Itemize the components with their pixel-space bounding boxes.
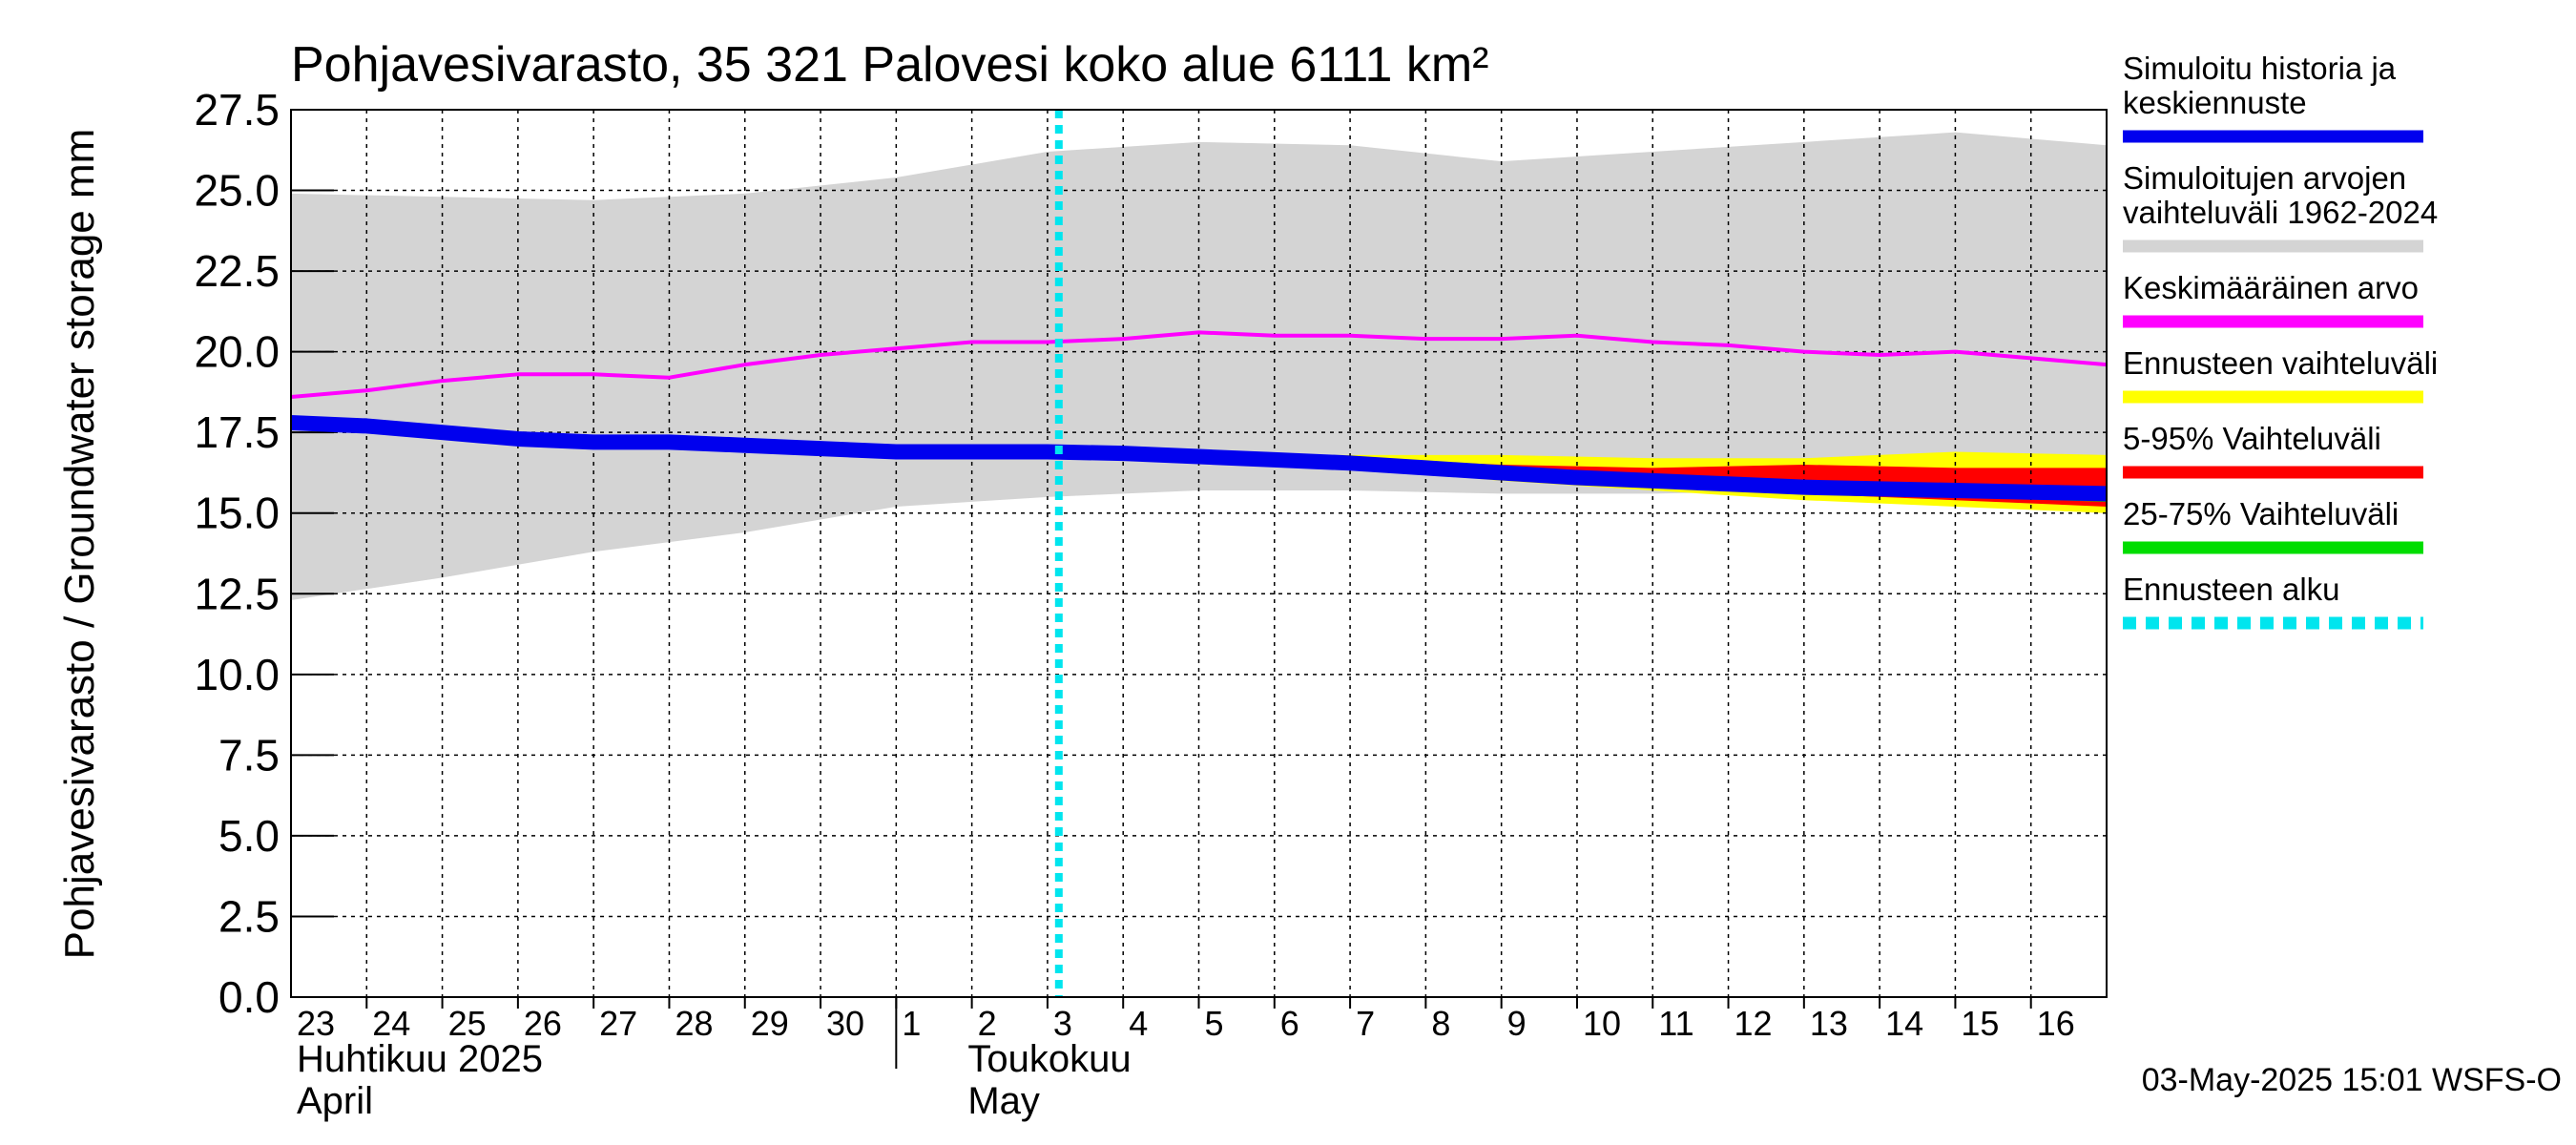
x-tick-label: 1 (902, 1004, 921, 1043)
x-tick-label: 12 (1735, 1004, 1773, 1043)
legend-item: Simuloitu historia ja keskiennuste (2123, 51, 2423, 143)
x-tick-label: 6 (1280, 1004, 1299, 1043)
series-line-1 (291, 415, 2107, 502)
x-tick-label: 14 (1885, 1004, 1923, 1043)
y-tick-label: 2.5 (218, 891, 280, 941)
x-tick-label: 3 (1053, 1004, 1072, 1043)
x-tick-label: 2 (978, 1004, 997, 1043)
legend-label: 25-75% Vaihteluväli (2123, 496, 2399, 531)
x-tick-label: 28 (675, 1004, 713, 1043)
legend-label-line: 5-95% Vaihteluväli (2123, 421, 2381, 456)
x-tick-label: 30 (826, 1004, 864, 1043)
legend-label-line: Ennusteen vaihteluväli (2123, 345, 2438, 381)
bands (291, 132, 2107, 601)
legend-label-line: vaihteluväli 1962-2024 (2123, 195, 2438, 230)
x-tick-label: 11 (1658, 1004, 1693, 1043)
chart-title: Pohjavesivarasto, 35 321 Palovesi koko a… (291, 37, 1488, 93)
legend-label: Ennusteen alku (2123, 572, 2340, 607)
y-tick-label: 10.0 (194, 650, 280, 699)
legend: Simuloitu historia ja keskiennusteSimuloi… (2123, 51, 2438, 630)
legend-item: Simuloitujen arvojen vaihteluväli 1962-20… (2123, 160, 2438, 253)
month-label-en: April (297, 1080, 373, 1122)
y-tick-label: 22.5 (194, 246, 280, 296)
y-tick-label: 0.0 (218, 972, 280, 1022)
legend-item: Ennusteen vaihteluväli (2123, 345, 2438, 404)
y-tick-label: 7.5 (218, 730, 280, 780)
legend-label-line: Simuloitujen arvojen (2123, 160, 2406, 196)
legend-item: 5-95% Vaihteluväli (2123, 421, 2423, 479)
x-tick-label: 9 (1507, 1004, 1527, 1043)
month-label-fi: Toukokuu (967, 1038, 1131, 1080)
y-tick-label: 20.0 (194, 327, 280, 377)
x-tick-label: 24 (372, 1004, 410, 1043)
y-tick-label: 15.0 (194, 489, 280, 538)
x-tick-label: 15 (1961, 1004, 1999, 1043)
band-0 (291, 132, 2107, 601)
x-tick-label: 7 (1356, 1004, 1375, 1043)
x-day-labels: 23 24 25 26 27 28 29 30 1 2 3 4 5 6 7 8 9 10 11 12 13 14 15 16 (297, 1004, 2075, 1043)
legend-item: Keskimääräinen arvo (2123, 270, 2423, 328)
month-label-fi: Huhtikuu 2025 (297, 1038, 543, 1080)
legend-label: Keskimääräinen arvo (2123, 270, 2419, 305)
legend-item: Ennusteen alku (2123, 572, 2423, 630)
x-tick-label: 26 (524, 1004, 562, 1043)
x-tick-label: 25 (448, 1004, 487, 1043)
plot-area: 0.0 2.5 5.0 7.5 10.0 12.5 15.0 17.5 20.0 22.5 25.0… (194, 85, 2108, 1122)
legend-label-line: Keskimääräinen arvo (2123, 270, 2419, 305)
legend-item: 25-75% Vaihteluväli (2123, 496, 2423, 554)
legend-label: Simuloitujen arvojen vaihteluväli 1962-20… (2123, 160, 2438, 230)
x-tick-label: 29 (751, 1004, 789, 1043)
legend-label-line: Ennusteen alku (2123, 572, 2340, 607)
legend-label-line: 25-75% Vaihteluväli (2123, 496, 2399, 531)
lines (291, 330, 2107, 502)
plot-frame (290, 109, 2108, 998)
x-tick-label: 5 (1205, 1004, 1224, 1043)
x-tick-label: 16 (2037, 1004, 2075, 1043)
y-axis-label: Pohjavesivarasto / Groundwater storage m… (56, 129, 103, 960)
legend-label-line: Simuloitu historia ja (2123, 51, 2397, 86)
month-label-en: May (967, 1080, 1040, 1122)
series-line-0 (291, 330, 2107, 399)
timestamp: 03-May-2025 15:01 WSFS-O (2142, 1062, 2562, 1098)
x-tick-label: 27 (599, 1004, 637, 1043)
y-tick-label: 27.5 (194, 85, 280, 135)
legend-label: 5-95% Vaihteluväli (2123, 421, 2381, 456)
legend-label: Simuloitu historia ja keskiennuste (2123, 51, 2397, 120)
x-tick-label: 10 (1583, 1004, 1621, 1043)
x-tick-label: 23 (297, 1004, 335, 1043)
y-tick-label: 5.0 (218, 811, 280, 861)
y-tick-label: 17.5 (194, 407, 280, 457)
y-tick-label: 12.5 (194, 569, 280, 618)
x-tick-label: 8 (1431, 1004, 1450, 1043)
y-tick-label: 25.0 (194, 166, 280, 216)
legend-label-line: keskiennuste (2123, 85, 2307, 120)
x-tick-label: 13 (1810, 1004, 1848, 1043)
x-tick-label: 4 (1129, 1004, 1148, 1043)
legend-label: Ennusteen vaihteluväli (2123, 345, 2438, 381)
